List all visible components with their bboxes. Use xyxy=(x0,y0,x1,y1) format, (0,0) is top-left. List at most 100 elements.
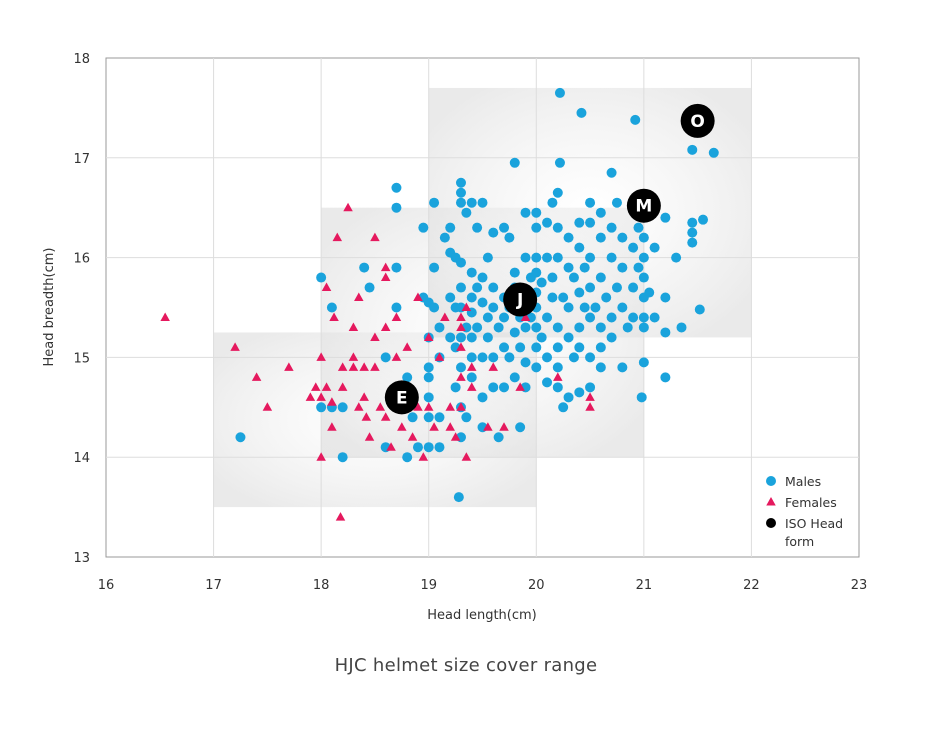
female-point xyxy=(456,402,466,411)
x-tick-label: 17 xyxy=(205,578,222,593)
female-point xyxy=(354,402,364,411)
male-point xyxy=(418,222,429,233)
male-point xyxy=(499,382,510,393)
male-point xyxy=(455,362,466,373)
male-point xyxy=(563,392,574,403)
female-point xyxy=(327,397,337,406)
male-point xyxy=(380,352,391,363)
male-point xyxy=(585,282,596,293)
x-tick-label: 19 xyxy=(420,578,437,593)
male-point xyxy=(617,262,628,273)
male-point xyxy=(660,372,671,383)
male-point xyxy=(423,372,434,383)
male-point xyxy=(536,332,547,343)
male-point xyxy=(488,352,499,363)
male-point xyxy=(359,262,370,273)
male-point xyxy=(606,222,617,233)
female-point xyxy=(364,432,375,441)
male-point xyxy=(515,422,526,433)
male-point xyxy=(488,227,499,238)
legend-male-marker xyxy=(766,476,776,486)
y-tick-labels: 13 14 15 16 17 18 xyxy=(73,52,90,566)
female-point xyxy=(391,312,402,321)
male-point xyxy=(466,267,477,278)
female-point xyxy=(456,312,466,321)
male-point xyxy=(520,322,531,333)
male-point xyxy=(633,222,644,233)
male-point xyxy=(617,362,628,373)
male-point xyxy=(694,304,705,315)
male-point xyxy=(423,392,434,403)
male-point xyxy=(660,212,671,223)
grid-lines xyxy=(106,58,859,557)
female-point xyxy=(380,412,391,421)
male-point xyxy=(628,242,639,253)
male-point xyxy=(482,332,493,343)
male-point xyxy=(472,282,483,293)
male-point xyxy=(477,297,488,308)
female-point xyxy=(370,362,380,371)
y-tick-label: 14 xyxy=(73,451,90,466)
male-point xyxy=(595,362,606,373)
y-tick-label: 18 xyxy=(73,52,90,67)
female-point xyxy=(445,422,455,431)
female-point xyxy=(348,362,359,371)
male-point xyxy=(558,402,569,413)
y-tick-label: 17 xyxy=(73,152,90,167)
male-point xyxy=(687,237,698,248)
male-point xyxy=(542,352,553,363)
male-point xyxy=(547,197,558,208)
male-point xyxy=(687,144,698,155)
female-point xyxy=(327,422,337,431)
female-point xyxy=(359,392,369,401)
male-point xyxy=(423,362,434,373)
female-point xyxy=(456,342,466,351)
male-point xyxy=(585,382,596,393)
female-point xyxy=(434,352,445,361)
male-point xyxy=(391,302,402,313)
female-point xyxy=(413,292,423,302)
male-point xyxy=(542,312,553,323)
male-point xyxy=(455,187,466,198)
y-tick-label: 15 xyxy=(73,351,90,366)
female-point xyxy=(284,362,294,371)
female-point xyxy=(391,352,402,361)
female-point xyxy=(585,402,595,411)
female-point xyxy=(348,352,359,361)
female-point xyxy=(380,262,391,272)
male-point xyxy=(520,252,531,263)
male-point xyxy=(628,312,639,323)
legend-label: Males xyxy=(785,474,821,489)
male-point xyxy=(574,387,585,398)
male-point xyxy=(554,157,565,168)
male-point xyxy=(453,492,464,503)
male-point xyxy=(595,207,606,218)
male-point xyxy=(461,412,472,423)
male-point xyxy=(499,312,510,323)
female-point xyxy=(354,292,364,302)
female-point xyxy=(499,422,509,431)
female-point xyxy=(305,392,316,401)
male-point xyxy=(563,232,574,243)
male-point xyxy=(636,392,647,403)
male-point xyxy=(391,262,402,273)
iso-head-form-O xyxy=(680,103,715,138)
female-point xyxy=(520,312,531,321)
male-point xyxy=(326,302,337,313)
male-point xyxy=(554,87,565,98)
male-point xyxy=(552,382,563,393)
iso-head-form-label: E xyxy=(396,388,408,408)
male-point xyxy=(628,282,639,293)
female-point xyxy=(423,332,434,341)
iso-head-forms: E J M O xyxy=(384,103,715,415)
female-point xyxy=(461,302,472,311)
male-point xyxy=(601,292,612,303)
female-point xyxy=(361,412,372,421)
iso-head-form-E xyxy=(384,380,419,415)
x-tick-label: 22 xyxy=(743,578,760,593)
male-point xyxy=(531,222,542,233)
male-point xyxy=(542,217,553,228)
iso-head-form-label: O xyxy=(690,112,704,132)
male-point xyxy=(466,372,477,383)
male-point xyxy=(402,452,413,463)
